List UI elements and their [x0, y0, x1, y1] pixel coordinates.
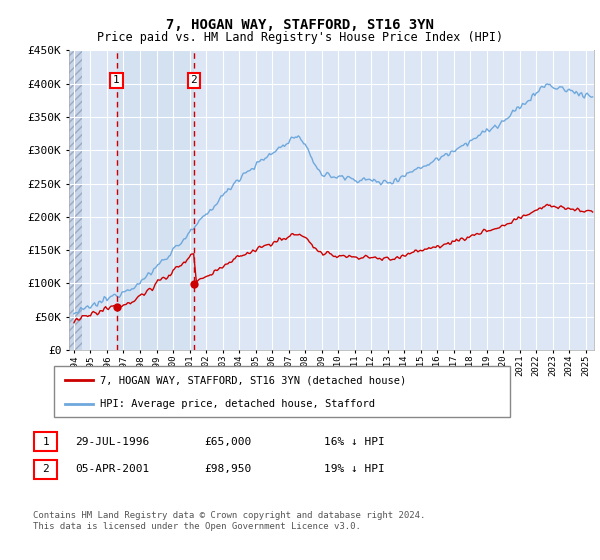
- Text: £98,950: £98,950: [204, 464, 251, 474]
- Text: 19% ↓ HPI: 19% ↓ HPI: [324, 464, 385, 474]
- Text: 7, HOGAN WAY, STAFFORD, ST16 3YN (detached house): 7, HOGAN WAY, STAFFORD, ST16 3YN (detach…: [100, 375, 406, 385]
- Text: Contains HM Land Registry data © Crown copyright and database right 2024.
This d: Contains HM Land Registry data © Crown c…: [33, 511, 425, 531]
- Bar: [69, 50, 82, 350]
- Text: 2: 2: [42, 464, 49, 474]
- FancyBboxPatch shape: [34, 432, 57, 451]
- FancyBboxPatch shape: [34, 460, 57, 479]
- Text: 05-APR-2001: 05-APR-2001: [75, 464, 149, 474]
- Bar: [69, 50, 82, 350]
- Text: Price paid vs. HM Land Registry's House Price Index (HPI): Price paid vs. HM Land Registry's House …: [97, 31, 503, 44]
- Text: 16% ↓ HPI: 16% ↓ HPI: [324, 437, 385, 447]
- Text: HPI: Average price, detached house, Stafford: HPI: Average price, detached house, Staf…: [100, 399, 374, 409]
- Text: £65,000: £65,000: [204, 437, 251, 447]
- Bar: [116, 50, 194, 350]
- Text: 1: 1: [113, 76, 120, 85]
- Text: 29-JUL-1996: 29-JUL-1996: [75, 437, 149, 447]
- Text: 1: 1: [42, 437, 49, 447]
- Text: 2: 2: [191, 76, 197, 85]
- FancyBboxPatch shape: [54, 366, 510, 417]
- Text: 7, HOGAN WAY, STAFFORD, ST16 3YN: 7, HOGAN WAY, STAFFORD, ST16 3YN: [166, 18, 434, 32]
